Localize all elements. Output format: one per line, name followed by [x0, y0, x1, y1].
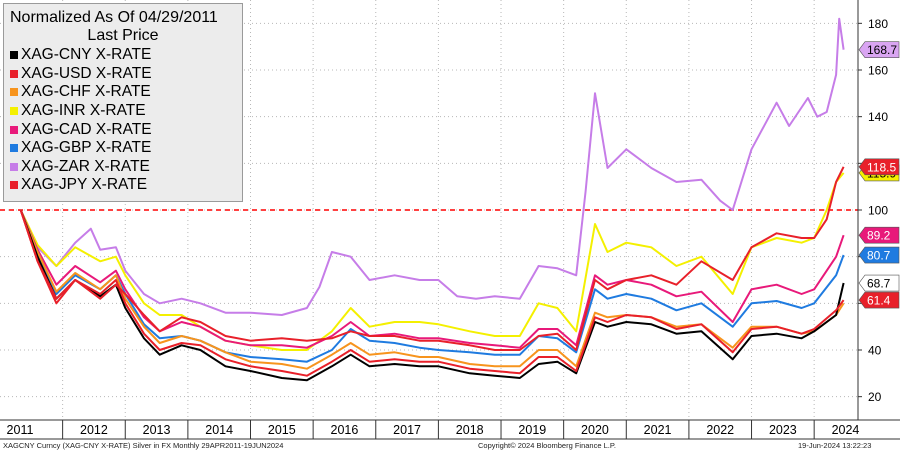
- x-tick-label: 2019: [518, 423, 546, 437]
- y-tick-label: 140: [868, 110, 888, 124]
- footer-source: XAGCNY Curncy (XAG-CNY X-RATE) Silver in…: [3, 441, 284, 450]
- legend-label: XAG-INR X-RATE: [21, 102, 146, 120]
- series-line-xag-cny: [19, 209, 845, 382]
- last-value-text: 168.7: [867, 43, 897, 57]
- legend-swatch: [10, 51, 18, 60]
- footer-copyright: Copyright© 2024 Bloomberg Finance L.P.: [478, 441, 616, 450]
- last-value-tag-shape: [858, 291, 900, 309]
- series-line-xag-jpy: [19, 166, 845, 351]
- legend-label: XAG-ZAR X-RATE: [21, 157, 150, 175]
- last-value-tag: 80.7: [858, 246, 900, 264]
- legend-label: XAG-JPY X-RATE: [21, 176, 148, 194]
- x-tick-label: 2012: [80, 423, 108, 437]
- chart-axes: [0, 0, 900, 440]
- last-value-tag-shape: [858, 41, 900, 58]
- legend-entry: XAG-GBP X-RATE: [4, 139, 242, 158]
- last-value-text: 80.7: [867, 249, 891, 263]
- x-tick-label: 2017: [393, 423, 421, 437]
- x-tick-label: 2022: [706, 423, 734, 437]
- legend-entry: XAG-ZAR X-RATE: [4, 158, 242, 177]
- legend-label: XAG-CHF X-RATE: [21, 83, 151, 101]
- last-value-text: 118.5: [867, 160, 896, 174]
- x-tick-label: 2020: [581, 423, 609, 437]
- legend-swatch: [10, 181, 18, 190]
- legend-swatch: [10, 162, 18, 171]
- y-tick-label: 100: [868, 204, 888, 218]
- legend-swatch: [10, 107, 18, 116]
- last-value-text: 61.4: [867, 294, 891, 308]
- x-tick-label: 2021: [644, 423, 672, 437]
- legend-swatch: [10, 88, 18, 97]
- last-value-tag: 89.2: [858, 226, 900, 244]
- series-line-xag-gbp: [19, 209, 845, 363]
- legend-label: XAG-CAD X-RATE: [21, 120, 152, 138]
- chart-series-group: [19, 17, 845, 382]
- last-value-text: 68.7: [867, 277, 891, 291]
- legend-label: XAG-CNY X-RATE: [21, 46, 152, 64]
- footer-timestamp: 19-Jun-2024 13:22:23: [798, 441, 872, 450]
- x-tick-label: 2013: [143, 423, 171, 437]
- x-tick-label: 2023: [769, 423, 797, 437]
- series-line-xag-zar: [19, 17, 845, 316]
- series-line-xag-usd: [19, 209, 845, 377]
- legend-entry: XAG-JPY X-RATE: [4, 176, 242, 195]
- series-line-xag-inr: [19, 172, 845, 351]
- legend-swatch: [10, 125, 18, 134]
- series-line-xag-chf: [19, 209, 845, 370]
- last-value-tag: 68.7: [858, 274, 900, 292]
- x-tick-label: 2018: [456, 423, 484, 437]
- legend-label: XAG-USD X-RATE: [21, 64, 152, 82]
- legend-entry: XAG-CHF X-RATE: [4, 83, 242, 102]
- y-tick-label: 160: [868, 64, 888, 78]
- legend-swatch: [10, 144, 18, 153]
- last-value-tag: 61.4: [858, 291, 900, 309]
- x-tick-label: 2014: [205, 423, 233, 437]
- x-tick-label: 2016: [331, 423, 359, 437]
- x-tick-label: 2011: [7, 423, 34, 437]
- chart-grid: [0, 0, 858, 420]
- legend-swatch: [10, 69, 18, 78]
- last-value-tag-shape: [858, 246, 900, 264]
- y-tick-label: 20: [868, 390, 882, 404]
- y-tick-label: 40: [868, 344, 882, 358]
- legend-label: XAG-GBP X-RATE: [21, 139, 152, 157]
- legend-entry: XAG-INR X-RATE: [4, 102, 242, 121]
- x-tick-label: 2024: [832, 423, 860, 437]
- last-value-tag-shape: [858, 274, 900, 292]
- legend-entries: XAG-CNY X-RATE XAG-USD X-RATE XAG-CHF X-RA…: [4, 46, 242, 195]
- y-tick-label: 180: [868, 17, 888, 31]
- legend-box: Normalized As Of 04/29/2011 Last Price X…: [3, 3, 243, 202]
- legend-entry: XAG-CNY X-RATE: [4, 46, 242, 65]
- legend-subtitle: Last Price: [87, 27, 159, 44]
- last-value-tag: 118.5: [858, 158, 900, 176]
- last-value-tag: 168.7: [858, 41, 900, 58]
- last-value-tag-shape: [858, 158, 900, 176]
- last-value-text: 89.2: [867, 229, 891, 243]
- x-tick-label: 2015: [268, 423, 296, 437]
- legend-title: Normalized As Of 04/29/2011: [10, 9, 218, 26]
- last-value-tag-shape: [858, 226, 900, 244]
- legend-entry: XAG-CAD X-RATE: [4, 120, 242, 139]
- legend-entry: XAG-USD X-RATE: [4, 65, 242, 84]
